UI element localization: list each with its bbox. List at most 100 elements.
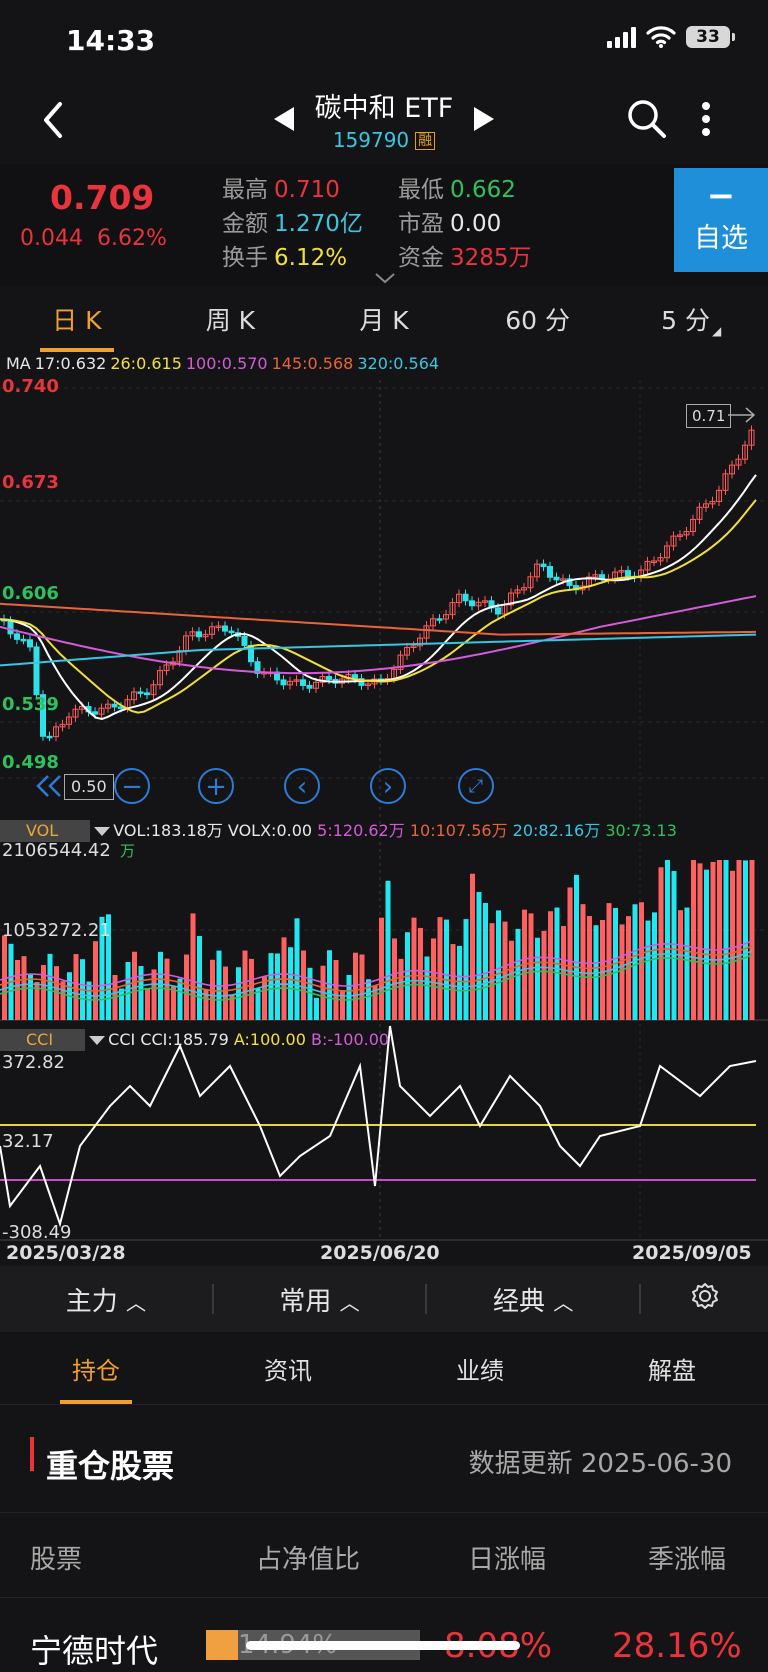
- candle-body: [748, 429, 755, 446]
- volume-bar: [704, 869, 709, 1020]
- candle-body: [365, 683, 371, 686]
- volume-bars: [2, 860, 755, 1020]
- vol-ma30: 30:73.13: [605, 821, 677, 840]
- holdings-updated: 数据更新 2025-06-30: [468, 1449, 732, 1479]
- candle-body: [150, 684, 157, 696]
- settings-button[interactable]: [641, 1281, 768, 1318]
- pe-field: 市盈 0.00: [398, 204, 501, 238]
- candle-body: [33, 646, 40, 696]
- tab-performance[interactable]: 业绩: [456, 1357, 504, 1385]
- double-chevron-left-icon[interactable]: [34, 772, 64, 800]
- volume-bar: [528, 913, 534, 1020]
- cci-axis-mid: 32.17: [2, 1131, 54, 1152]
- tab-5min[interactable]: 5 分 ◢: [614, 290, 768, 352]
- ma17-value: 17:0.632: [34, 354, 107, 373]
- volume-indicator-tag[interactable]: VOL: [0, 820, 111, 842]
- candle-body: [690, 518, 696, 533]
- change-percent: 6.62%: [96, 226, 167, 251]
- vol-ma20-line: [0, 950, 753, 997]
- candle-body: [423, 625, 430, 639]
- volume-bar: [262, 976, 267, 1020]
- price-tick-2: 0.673: [2, 472, 59, 493]
- candle-body: [618, 570, 625, 573]
- col-weight[interactable]: 占净值比: [256, 1545, 361, 1575]
- wifi-icon: [646, 26, 676, 48]
- zoom-out-button[interactable]: −: [114, 768, 150, 804]
- search-icon[interactable]: [626, 98, 668, 140]
- candle-body: [469, 600, 475, 607]
- cursor-price-label: 0.50: [64, 774, 114, 800]
- stock-code-text: 159790: [332, 128, 410, 152]
- volume-bar: [288, 947, 293, 1020]
- volume-bar: [125, 962, 131, 1020]
- turnover-field: 换手 6.12%: [222, 238, 347, 272]
- volume-bar: [717, 860, 722, 1020]
- zoom-in-button[interactable]: +: [198, 768, 234, 804]
- col-stock[interactable]: 股票: [30, 1545, 83, 1575]
- tab-day-k[interactable]: 日 K: [0, 290, 154, 352]
- candle-body: [40, 694, 46, 737]
- more-vertical-icon[interactable]: [698, 100, 714, 140]
- volume-bar: [496, 910, 501, 1020]
- candle-body: [46, 735, 53, 739]
- tab-60min[interactable]: 60 分: [505, 306, 570, 335]
- indicator-toolbar: 主力 ︿ 常用 ︿ 经典 ︿: [0, 1266, 768, 1332]
- weight-bar-fill: [206, 1630, 238, 1660]
- col-quarter-change[interactable]: 季涨幅: [648, 1545, 727, 1575]
- col-day-change[interactable]: 日涨幅: [468, 1545, 547, 1575]
- cci-indicator-tag[interactable]: CCI: [0, 1029, 106, 1051]
- prev-stock-icon[interactable]: [272, 106, 296, 132]
- toolbar-divider: [211, 1284, 214, 1314]
- kline-chart[interactable]: [0, 370, 768, 1260]
- candle-body: [547, 565, 553, 578]
- volume-bar: [437, 917, 443, 1020]
- candle-body: [254, 661, 261, 674]
- ma100-line: [0, 595, 757, 675]
- stock-title: 碳中和 ETF: [314, 93, 454, 124]
- expand-chevron-icon[interactable]: [374, 272, 396, 284]
- cci-axis-max: 372.82: [2, 1052, 65, 1073]
- volume-bar: [2, 935, 7, 1020]
- candle-body: [462, 593, 469, 602]
- scroll-right-button[interactable]: ›: [370, 768, 406, 804]
- cci-value: CCI:185.79: [140, 1030, 229, 1049]
- tab-news[interactable]: 资讯: [264, 1357, 312, 1385]
- candle-body: [417, 637, 423, 647]
- fullscreen-button[interactable]: ⤢: [458, 768, 494, 804]
- watchlist-button[interactable]: − 自选: [674, 168, 768, 272]
- candle-body: [189, 631, 196, 637]
- volume-bar: [678, 910, 683, 1020]
- volume-bar: [28, 974, 33, 1020]
- volume-bar: [294, 918, 300, 1020]
- candle-body: [527, 576, 534, 589]
- date-start: 2025/03/28: [6, 1242, 126, 1264]
- scroll-left-button[interactable]: ‹: [284, 768, 320, 804]
- volume-bar: [691, 860, 696, 1020]
- candle-body: [709, 500, 716, 505]
- holdings-columns: 股票 占净值比 日涨幅 季涨幅: [0, 1512, 768, 1598]
- next-stock-icon[interactable]: [472, 106, 496, 132]
- volume-bar: [457, 945, 462, 1020]
- volume-bar: [743, 860, 748, 1020]
- cci-line: [0, 1025, 757, 1228]
- vol-ma10: 10:107.56万: [409, 821, 508, 840]
- chevron-left-icon[interactable]: [38, 100, 68, 140]
- volume-axis-mid: 1053272.21: [2, 920, 111, 941]
- high-field: 最高 0.710: [222, 170, 340, 204]
- tab-holdings[interactable]: 持仓: [0, 1340, 192, 1404]
- candle-body: [742, 444, 748, 460]
- volume-bar: [34, 981, 40, 1020]
- volume-bar: [470, 873, 475, 1020]
- main-indicator-menu[interactable]: 主力 ︿: [0, 1281, 212, 1318]
- common-indicator-menu[interactable]: 常用 ︿: [214, 1281, 426, 1318]
- volume-bar: [509, 940, 514, 1020]
- tab-month-k[interactable]: 月 K: [359, 306, 409, 335]
- tab-week-k[interactable]: 周 K: [205, 306, 256, 335]
- tab-analysis[interactable]: 解盘: [648, 1357, 696, 1385]
- table-row[interactable]: 宁德时代 14.94% 8.08% 28.16%: [0, 1596, 768, 1670]
- candle-body: [657, 557, 664, 562]
- volume-bar: [327, 950, 332, 1020]
- candle-body: [670, 535, 677, 547]
- classic-indicator-menu[interactable]: 经典 ︿: [427, 1281, 639, 1318]
- volume-bar: [483, 902, 488, 1020]
